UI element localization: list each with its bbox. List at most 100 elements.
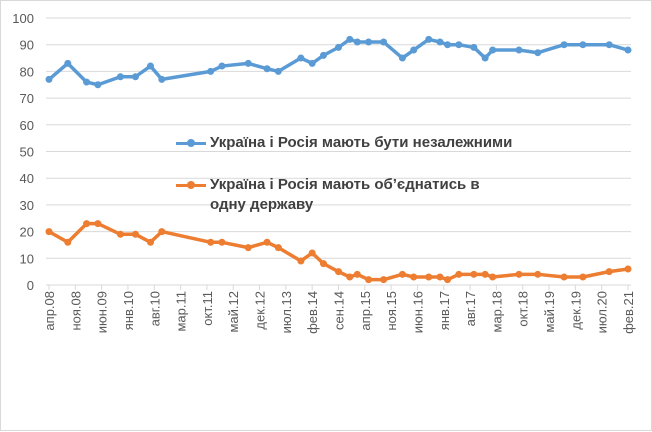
data-point xyxy=(470,43,478,51)
data-point xyxy=(444,276,452,284)
data-point xyxy=(444,41,452,49)
data-point xyxy=(116,230,124,238)
data-point xyxy=(605,41,613,49)
x-tick-label: сен.14 xyxy=(332,291,347,330)
data-point xyxy=(365,38,373,46)
data-point xyxy=(319,260,327,268)
data-point xyxy=(64,238,72,246)
data-point xyxy=(481,270,489,278)
x-tick-label: май.12 xyxy=(226,291,241,333)
data-point xyxy=(353,270,361,278)
data-point xyxy=(489,273,497,281)
y-tick-label: 60 xyxy=(20,118,34,133)
data-point xyxy=(579,273,587,281)
x-tick-label: апр.15 xyxy=(358,291,373,331)
x-tick-label: июл.13 xyxy=(279,291,294,333)
x-tick-label: дек.12 xyxy=(253,291,268,330)
y-tick-label: 40 xyxy=(20,171,34,186)
data-point xyxy=(147,62,155,70)
x-tick-label: июл.20 xyxy=(595,291,610,333)
data-point xyxy=(425,35,433,43)
data-point xyxy=(94,220,102,228)
data-point xyxy=(218,62,226,70)
data-point xyxy=(147,238,155,246)
data-point xyxy=(297,54,305,62)
legend-swatch xyxy=(176,175,206,195)
y-tick-label: 30 xyxy=(20,198,34,213)
data-point xyxy=(579,41,587,49)
data-point xyxy=(346,35,354,43)
x-tick-label: ноя.15 xyxy=(384,291,399,331)
data-point xyxy=(410,46,418,54)
data-point xyxy=(319,51,327,59)
x-tick-label: июн.16 xyxy=(410,291,425,333)
data-point xyxy=(158,228,166,236)
x-tick-label: фев.21 xyxy=(621,291,636,334)
y-tick-label: 80 xyxy=(20,64,34,79)
legend-item-unite: Україна і Росія мають об’єднатись в одну… xyxy=(176,175,506,215)
y-tick-label: 100 xyxy=(12,11,34,26)
x-tick-label: ноя.08 xyxy=(68,291,83,331)
data-point xyxy=(83,220,91,228)
y-tick-label: 50 xyxy=(20,145,34,160)
data-point xyxy=(207,238,215,246)
data-point xyxy=(410,273,418,281)
x-tick-label: апр.08 xyxy=(42,291,57,331)
x-tick-label: мар.18 xyxy=(489,291,504,332)
data-point xyxy=(218,238,226,246)
x-tick-label: май.19 xyxy=(542,291,557,333)
data-point xyxy=(274,67,282,75)
data-point xyxy=(436,38,444,46)
x-tick-label: янв.17 xyxy=(437,291,452,330)
data-point xyxy=(436,273,444,281)
data-point xyxy=(297,257,305,265)
x-tick-label: янв.10 xyxy=(121,291,136,330)
data-point xyxy=(534,49,542,57)
x-tick-label: фев.14 xyxy=(305,291,320,334)
data-point xyxy=(335,43,342,51)
data-point xyxy=(534,270,542,278)
data-point xyxy=(263,65,271,73)
data-point xyxy=(624,265,632,273)
data-point xyxy=(83,78,91,86)
data-point xyxy=(308,59,316,67)
legend-item-independent: Україна і Росія мають бути незалежними xyxy=(176,133,512,153)
data-point xyxy=(515,270,523,278)
data-point xyxy=(45,75,53,83)
x-tick-label: мар.11 xyxy=(174,291,189,332)
data-point xyxy=(274,244,282,252)
data-point xyxy=(353,38,361,46)
data-point xyxy=(605,268,613,276)
legend-swatch xyxy=(176,133,206,153)
data-point xyxy=(131,73,139,81)
y-tick-label: 90 xyxy=(20,38,34,53)
data-point xyxy=(116,73,124,81)
data-point xyxy=(64,59,72,67)
x-tick-label: июн.09 xyxy=(95,291,110,333)
y-tick-label: 0 xyxy=(27,278,34,293)
data-point xyxy=(94,81,102,89)
data-point xyxy=(131,230,139,238)
data-point xyxy=(365,276,373,284)
data-point xyxy=(425,273,433,281)
legend-label: Україна і Росія мають об’єднатись в одну… xyxy=(210,176,480,213)
data-point xyxy=(489,46,497,54)
data-point xyxy=(335,268,342,276)
x-tick-label: окт.11 xyxy=(200,291,215,326)
data-point xyxy=(398,270,406,278)
data-point xyxy=(244,59,252,67)
data-point xyxy=(455,270,463,278)
data-point xyxy=(515,46,523,54)
data-point xyxy=(207,67,215,75)
data-point xyxy=(455,41,463,49)
legend-label: Україна і Росія мають бути незалежними xyxy=(210,134,513,151)
x-tick-label: авг.10 xyxy=(147,291,162,326)
data-point xyxy=(470,270,478,278)
x-tick-label: окт.18 xyxy=(516,291,531,327)
data-point xyxy=(380,38,388,46)
data-point xyxy=(560,41,568,49)
y-tick-label: 10 xyxy=(20,251,34,266)
x-tick-label: авг.17 xyxy=(463,291,478,326)
